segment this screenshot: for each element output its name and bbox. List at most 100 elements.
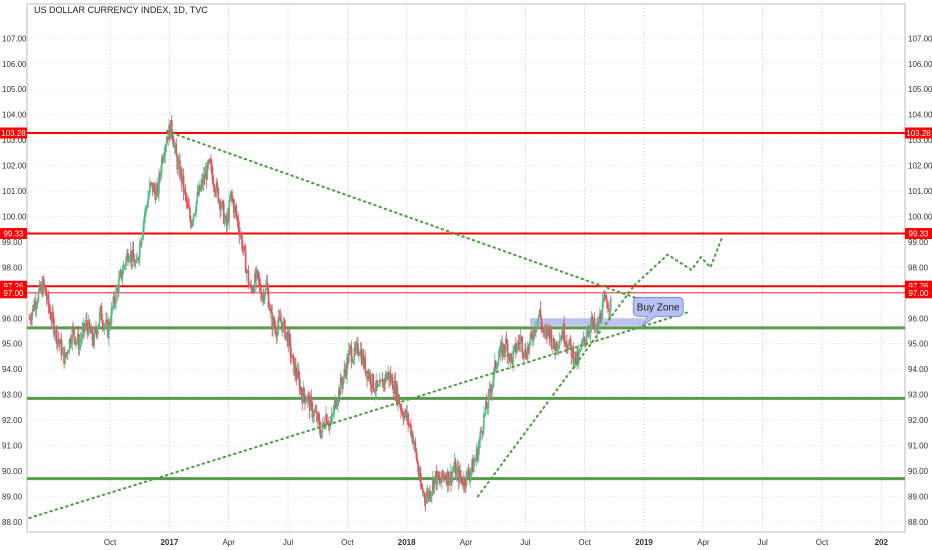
- candle-body: [358, 353, 360, 355]
- candle-body: [553, 338, 555, 349]
- candle-body: [77, 333, 80, 350]
- y-tick-label-right: 96.00: [908, 314, 929, 323]
- candle-body: [308, 396, 311, 412]
- candle-body: [142, 222, 145, 234]
- grid: [26, 3, 906, 533]
- candle-body: [449, 472, 451, 483]
- x-tick-label: 2019: [635, 538, 653, 547]
- candle-body: [413, 441, 416, 444]
- candle-body: [106, 319, 108, 322]
- candle-body: [257, 271, 260, 280]
- candle-body: [465, 471, 468, 486]
- price-badge-label-left: 97.00: [3, 289, 24, 298]
- candle-body: [569, 338, 572, 346]
- candle-body: [391, 377, 394, 390]
- price-badge-label-left: 99.33: [3, 230, 24, 239]
- candle-body: [117, 288, 119, 294]
- candle-body: [53, 318, 55, 335]
- candle-body: [110, 307, 113, 324]
- candle-body: [326, 414, 328, 424]
- candle-body: [367, 372, 369, 379]
- candle-body: [466, 470, 469, 472]
- candle-body: [574, 351, 576, 362]
- candle-body: [234, 206, 237, 210]
- candle-body: [98, 312, 101, 324]
- candle-body: [587, 331, 589, 337]
- candle-body: [527, 346, 530, 350]
- candle-body: [455, 468, 458, 477]
- candle-body: [221, 201, 223, 208]
- candle-body: [310, 397, 313, 403]
- candle-body: [119, 270, 122, 274]
- candle-body: [198, 185, 200, 196]
- candle-body: [307, 395, 310, 397]
- candle-body: [379, 380, 382, 381]
- candle-body: [130, 250, 133, 262]
- candle-body: [48, 306, 51, 312]
- candle-body: [256, 269, 259, 272]
- candle-body: [338, 388, 341, 396]
- candle-body: [59, 338, 62, 344]
- candle-body: [335, 399, 337, 409]
- candle-body: [277, 316, 280, 327]
- candle-body: [462, 483, 464, 487]
- candle-body: [389, 374, 391, 381]
- candle-body: [312, 416, 315, 418]
- price-badge-right: [905, 127, 932, 139]
- candle-body: [321, 422, 324, 433]
- candle-body: [66, 352, 69, 354]
- candle-body: [143, 216, 146, 223]
- candle-body: [31, 312, 33, 321]
- candle-body: [99, 306, 102, 313]
- candle-body: [125, 257, 127, 266]
- candle-body: [255, 269, 258, 281]
- annotation-layer: Buy Zone: [632, 296, 684, 328]
- candle-body: [541, 326, 544, 328]
- candle-body: [498, 354, 501, 359]
- candle-body: [187, 202, 189, 208]
- candle-body: [567, 346, 569, 350]
- candle-body: [447, 471, 450, 486]
- candle-body: [60, 338, 63, 355]
- candle-body: [95, 328, 97, 333]
- candle-body: [254, 273, 257, 281]
- candle-body: [477, 447, 480, 461]
- candle-body: [116, 288, 118, 290]
- candle-body: [271, 312, 273, 330]
- candle-body: [570, 345, 573, 358]
- candle-body: [131, 249, 134, 262]
- candle-body: [284, 320, 286, 339]
- candle-body: [124, 265, 127, 267]
- candle-body: [105, 319, 107, 325]
- candle-body: [302, 387, 304, 404]
- candle-body: [430, 495, 432, 499]
- candle-body: [139, 243, 141, 258]
- candle-body: [488, 388, 491, 392]
- candle-body: [197, 192, 200, 196]
- candle-body: [137, 258, 139, 261]
- candle-body: [515, 343, 517, 353]
- candle-body: [543, 331, 545, 333]
- candle-body: [264, 293, 266, 300]
- candle-body: [330, 415, 333, 424]
- candle-body: [605, 295, 607, 301]
- candle-body: [206, 162, 209, 180]
- candle-body: [503, 344, 505, 351]
- candle-body: [132, 249, 135, 260]
- candle-body: [28, 318, 31, 320]
- candle-body: [178, 160, 180, 162]
- candle-body: [76, 333, 79, 341]
- candle-body: [585, 337, 587, 343]
- candle-body: [359, 349, 362, 356]
- y-tick-label-left: 99.00: [2, 238, 23, 247]
- candle-body: [149, 182, 152, 184]
- candle-body: [340, 378, 343, 384]
- candle-body: [492, 379, 494, 386]
- candle-body: [84, 326, 86, 331]
- candle-body: [304, 396, 306, 404]
- candle-body: [104, 324, 106, 326]
- candle-body: [480, 431, 482, 433]
- candle-body: [212, 183, 215, 187]
- candle-body: [582, 336, 585, 342]
